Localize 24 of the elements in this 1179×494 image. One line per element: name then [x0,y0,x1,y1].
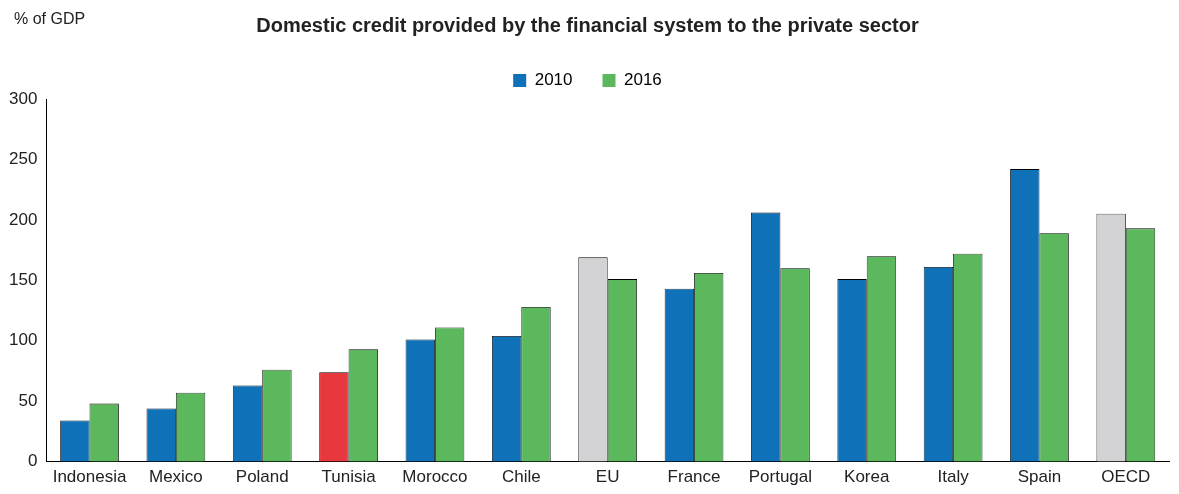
y-tick-label: 50 [18,390,38,410]
x-tick-label: Spain [1017,467,1062,487]
y-tick-label: 200 [8,209,38,229]
y-tick-label: 0 [27,451,38,471]
x-tick-label: OECD [1101,467,1151,487]
x-tick-label: Morocco [402,467,468,487]
y-axis-title: % of GDP [14,10,86,28]
x-tick-label: Tunisia [321,467,377,487]
legend-label: 2016 [624,70,662,90]
y-tick-label: 100 [8,330,38,350]
x-tick-label: Indonesia [52,467,127,487]
chart-title: Domestic credit provided by the financial system to the private sector [256,13,919,36]
x-tick-label: Mexico [148,467,203,487]
x-tick-label: Chile [501,467,541,487]
y-tick-label: 300 [8,88,38,108]
x-tick-label: France [667,467,721,487]
x-tick-label: EU [595,467,620,487]
y-tick-label: 150 [8,269,38,289]
x-tick-label: Korea [844,467,890,487]
x-tick-label: Poland [235,467,289,487]
y-tick-label: 250 [8,149,38,169]
legend-label: 2010 [534,70,573,90]
x-tick-label: Italy [937,467,970,487]
x-tick-label: Portugal [748,467,813,487]
